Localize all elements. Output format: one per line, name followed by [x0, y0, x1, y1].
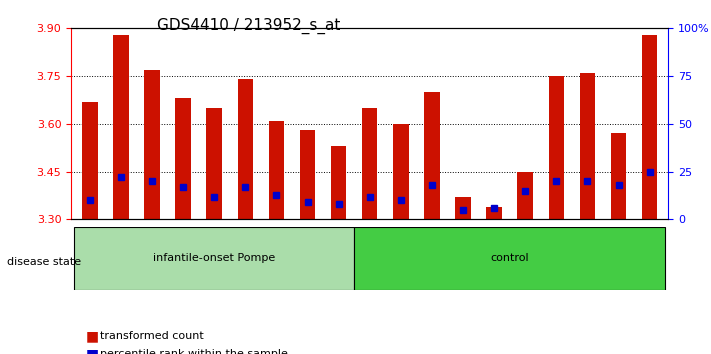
Bar [237, 79, 253, 219]
Bar [455, 197, 471, 219]
Text: percentile rank within the sample: percentile rank within the sample [100, 349, 287, 354]
Text: transformed count: transformed count [100, 331, 203, 341]
Bar [549, 76, 564, 219]
Bar [611, 133, 626, 219]
Text: ■: ■ [85, 329, 98, 343]
Bar [331, 146, 346, 219]
Text: infantile-onset Pompe: infantile-onset Pompe [153, 253, 275, 263]
Bar [206, 108, 222, 219]
Bar [518, 172, 533, 219]
Bar [579, 73, 595, 219]
Bar [300, 130, 315, 219]
Bar [642, 35, 658, 219]
Bar [176, 98, 191, 219]
Bar [486, 207, 502, 219]
Text: GDS4410 / 213952_s_at: GDS4410 / 213952_s_at [157, 18, 341, 34]
FancyBboxPatch shape [74, 227, 354, 290]
Bar [393, 124, 409, 219]
Bar [424, 92, 439, 219]
Text: ■: ■ [85, 347, 98, 354]
FancyBboxPatch shape [354, 227, 665, 290]
Bar [362, 108, 378, 219]
Bar [144, 70, 160, 219]
Text: control: control [491, 253, 529, 263]
Text: disease state: disease state [7, 257, 81, 267]
Bar [269, 121, 284, 219]
Bar [82, 102, 97, 219]
Bar [113, 35, 129, 219]
